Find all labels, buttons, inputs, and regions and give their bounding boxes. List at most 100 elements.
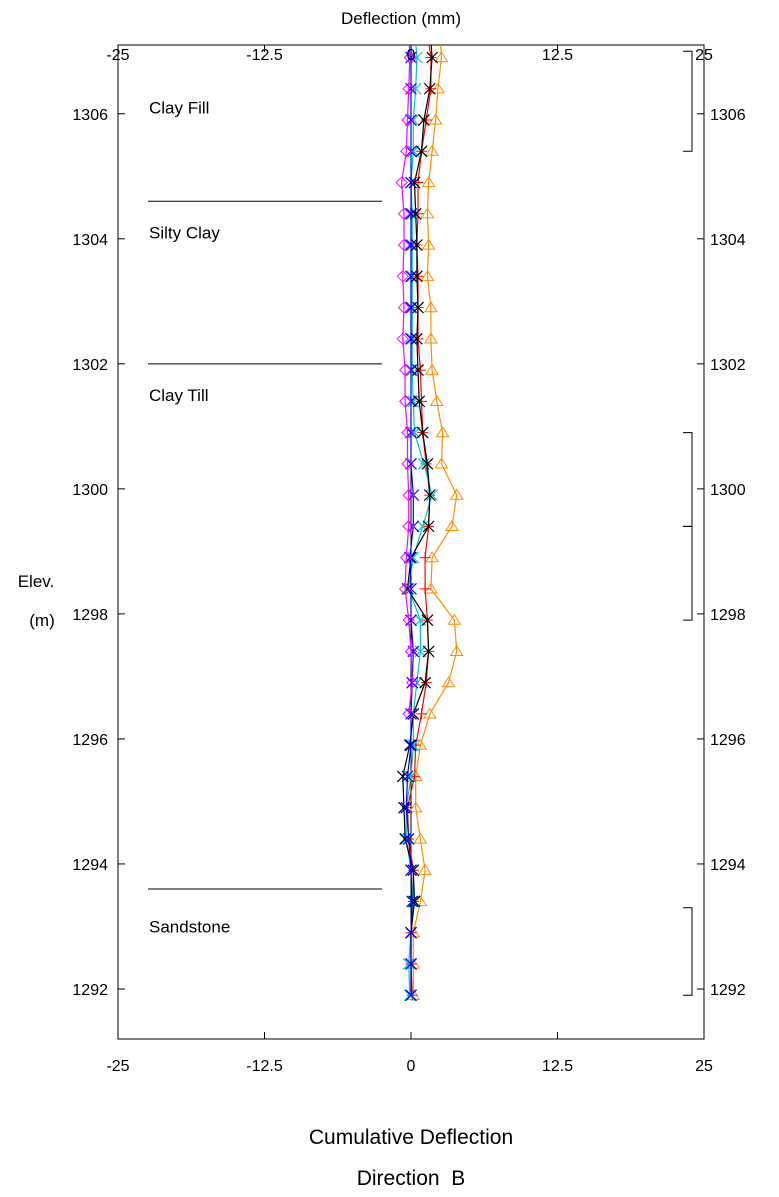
marker-diamond — [397, 301, 411, 314]
marker-x — [405, 926, 417, 939]
series-5 — [395, 45, 419, 721]
marker-x — [410, 239, 423, 251]
marker-diamond — [402, 488, 415, 502]
marker-x — [405, 239, 417, 251]
marker-triangle — [418, 863, 433, 875]
x-tick-label-bottom: 25 — [695, 1058, 713, 1075]
marker-x — [405, 989, 417, 1002]
marker-triangle — [422, 707, 437, 719]
marker-x — [406, 895, 419, 908]
marker-triangle — [425, 144, 440, 156]
marker-x — [426, 489, 439, 502]
x-tick-label-top: -12.5 — [246, 47, 283, 64]
y-tick-label-left: 1292 — [72, 982, 108, 999]
marker-diamond — [398, 395, 412, 408]
layer-label: Clay Till — [149, 386, 209, 405]
y-tick-label-left: 1302 — [72, 357, 108, 374]
marker-diamond — [402, 613, 415, 627]
x-tick-label-top: 12.5 — [542, 47, 573, 64]
marker-triangle — [431, 82, 445, 94]
y-tick-label-left: 1298 — [72, 607, 108, 624]
marker-triangle — [408, 801, 423, 813]
marker-plus — [425, 52, 437, 64]
soil-layer-boundaries: Clay Fill Silty Clay Clay Till Sandstone — [148, 99, 382, 936]
marker-plus — [416, 708, 428, 720]
marker-triangle — [447, 613, 462, 625]
marker-diamond — [402, 82, 415, 95]
marker-triangle — [428, 113, 443, 125]
marker-triangle — [413, 738, 428, 750]
series-3 — [396, 45, 439, 1002]
bracket — [683, 50, 693, 152]
marker-x — [423, 82, 436, 95]
marker-diamond — [401, 426, 414, 439]
marker-diamond — [398, 582, 412, 596]
marker-diamond — [400, 551, 413, 564]
layer-label: Clay Fill — [149, 99, 209, 118]
x-tick-label-top: 0 — [407, 47, 416, 64]
x-tick-label-top: 25 — [695, 47, 713, 64]
y-tick-label-left: 1300 — [72, 482, 108, 499]
marker-triangle — [434, 51, 449, 63]
marker-x — [398, 801, 410, 814]
marker-plus — [420, 114, 432, 126]
bracket — [683, 907, 693, 996]
marker-x — [421, 614, 434, 627]
marker-diamond — [405, 676, 419, 689]
marker-x — [407, 395, 420, 408]
marker-x — [400, 801, 413, 814]
y-tick-label-right: 1304 — [710, 232, 746, 249]
marker-x — [405, 551, 417, 564]
marker-plus — [414, 364, 426, 376]
marker-x — [409, 82, 422, 95]
marker-x — [396, 770, 409, 783]
marker-plus — [412, 333, 424, 345]
marker-triangle — [445, 519, 459, 531]
marker-diamond — [404, 645, 418, 658]
series-line — [400, 45, 413, 714]
chart-subtitle: Direction B — [357, 1167, 466, 1190]
marker-x — [405, 739, 417, 752]
marker-diamond — [396, 332, 410, 346]
marker-x — [416, 426, 429, 439]
marker-x — [402, 958, 415, 970]
marker-triangle — [434, 457, 449, 469]
y-tick-label-left: 1306 — [72, 107, 108, 124]
marker-plus — [410, 739, 422, 751]
marker-x — [405, 145, 417, 158]
marker-triangle — [420, 207, 435, 219]
y-tick-label-left: 1296 — [72, 732, 108, 749]
marker-triangle — [421, 238, 436, 250]
marker-x — [405, 176, 417, 189]
marker-diamond — [396, 270, 410, 283]
marker-plus — [416, 395, 428, 407]
marker-x — [408, 895, 421, 908]
x-tick-label-bottom: -12.5 — [246, 1058, 283, 1075]
marker-x — [413, 395, 426, 408]
marker-triangle — [423, 582, 438, 594]
series-group — [395, 45, 464, 1002]
marker-diamond — [397, 207, 411, 220]
marker-x — [407, 489, 420, 502]
marker-diamond — [403, 51, 417, 64]
marker-x — [405, 958, 417, 970]
marker-triangle — [425, 551, 440, 563]
marker-x — [422, 520, 435, 533]
marker-x — [405, 270, 417, 283]
marker-diamond — [401, 113, 414, 127]
marker-diamond — [402, 520, 415, 533]
y-tick-label-right: 1294 — [710, 857, 746, 874]
y-tick-label-right: 1302 — [710, 357, 746, 374]
marker-triangle — [423, 332, 438, 344]
marker-x — [407, 145, 420, 158]
tick-labels: -25 -25 -12.5 -12.5 0 0 12.5 12.5 25 25 1292 1292 12… — [72, 47, 745, 1075]
marker-diamond — [402, 707, 415, 721]
marker-diamond — [398, 363, 412, 377]
y-tick-label-left: 1304 — [72, 232, 108, 249]
marker-triangle — [421, 176, 436, 188]
marker-x — [406, 332, 419, 345]
y-tick-label-right: 1306 — [710, 107, 746, 124]
marker-x — [403, 739, 416, 752]
marker-triangle — [413, 895, 428, 907]
marker-x — [402, 833, 415, 845]
